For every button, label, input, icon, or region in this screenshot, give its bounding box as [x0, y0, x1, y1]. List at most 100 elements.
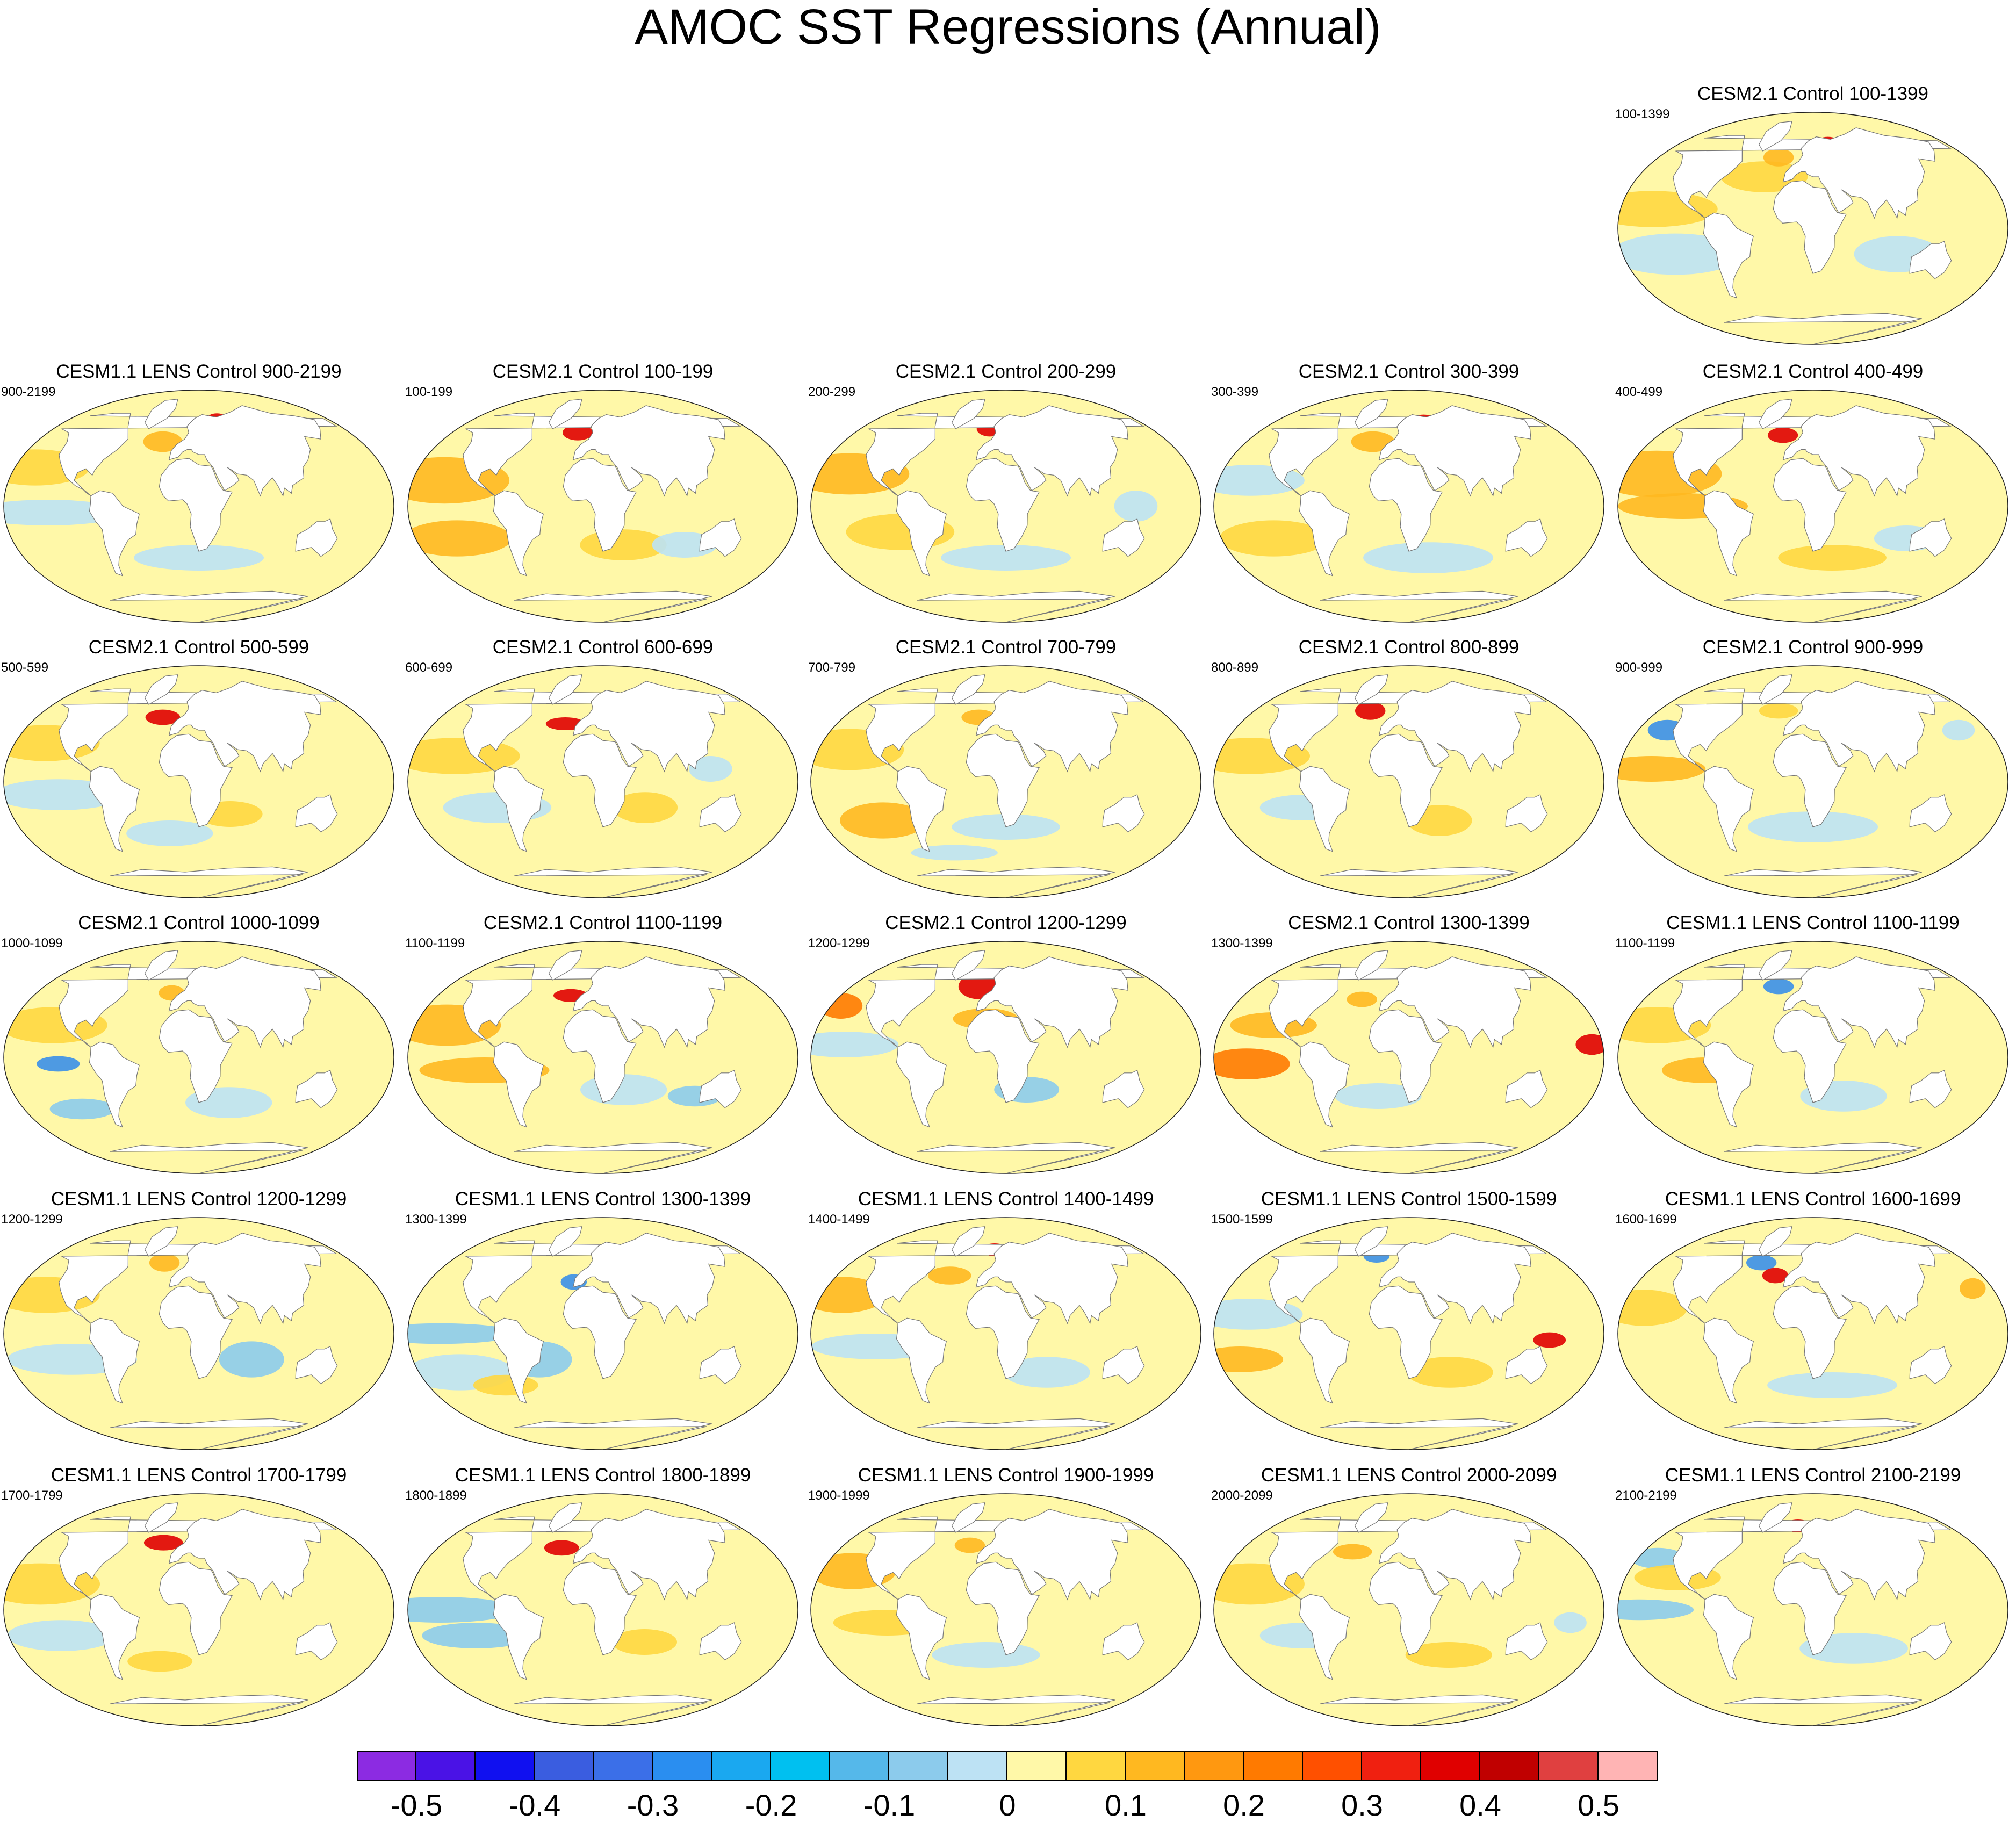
land-australia [295, 1346, 338, 1385]
sst-anomaly-region [1214, 1048, 1290, 1079]
world-map [3, 941, 394, 1174]
land-europe-asia [1782, 405, 1935, 497]
sst-anomaly-region [911, 845, 998, 861]
land-greenland [951, 1502, 985, 1533]
land-antarctica [917, 1694, 1115, 1726]
colorbar-box [1362, 1751, 1421, 1781]
panel-period-label: 700-799 [808, 660, 856, 675]
map-panel: CESM1.1 LENS Control 1500-1599 1500-1599 [1210, 1189, 1608, 1457]
land-south-america [1703, 1594, 1754, 1680]
sst-anomaly-region [1759, 703, 1798, 719]
map-panel: CESM1.1 LENS Control 2100-2199 2100-2199 [1614, 1465, 2012, 1733]
sst-anomaly-region [811, 1032, 899, 1057]
map-outline [3, 1493, 394, 1726]
panel-period-label: 1500-1599 [1211, 1212, 1273, 1227]
land-europe-asia [168, 681, 321, 773]
sst-anomaly-region [1406, 1357, 1493, 1388]
colorbar-tick-label: 0.1 [1105, 1788, 1147, 1822]
land-south-america [1703, 1317, 1754, 1404]
land-europe-asia [168, 405, 321, 497]
sst-anomaly-region [149, 1254, 180, 1272]
land-greenland [1354, 674, 1388, 705]
land-australia [1505, 794, 1548, 833]
sst-anomaly-region [932, 1642, 1040, 1668]
land-antarctica [1320, 866, 1518, 898]
panel-title: CESM2.1 Control 500-599 [88, 637, 309, 658]
world-map [810, 1493, 1201, 1726]
map-outline [810, 665, 1201, 898]
sst-anomaly-region [127, 1651, 193, 1672]
panel-title: CESM1.1 LENS Control 1800-1899 [455, 1465, 751, 1486]
map-panel: CESM2.1 Control 1000-1099 1000-1099 [0, 912, 398, 1181]
land-south-america [1299, 1317, 1350, 1404]
colorbar-tick-label: -0.3 [627, 1788, 679, 1822]
colorbar-box [357, 1751, 416, 1781]
sst-anomaly-region [563, 424, 593, 441]
land-greenland [144, 1502, 178, 1533]
map-panel: CESM1.1 LENS Control 1800-1899 1800-1899 [404, 1465, 802, 1733]
land-greenland [1354, 1226, 1388, 1257]
land-antarctica [514, 590, 712, 622]
land-south-america [493, 1317, 544, 1404]
panel-period-label: 100-1399 [1615, 107, 1670, 121]
colorbar-tick-label: -0.1 [863, 1788, 916, 1822]
land-south-america [493, 766, 544, 852]
land-australia [1505, 1346, 1548, 1385]
sst-anomaly-region [1405, 1642, 1492, 1668]
map-panel: CESM1.1 LENS Control 1600-1699 1600-1699 [1614, 1189, 2012, 1457]
land-greenland [548, 1502, 582, 1533]
panel-period-label: 500-599 [1, 660, 49, 675]
land-europe-asia [1782, 956, 1935, 1048]
panel-title: CESM1.1 LENS Control 1300-1399 [455, 1189, 751, 1209]
land-europe-asia [572, 1233, 725, 1324]
sst-anomaly-region [819, 993, 863, 1019]
map-panel: CESM2.1 Control 500-599 500-599 [0, 637, 398, 905]
land-australia [1909, 1070, 1952, 1108]
map-outline [407, 1493, 798, 1726]
sst-anomaly-region [1355, 702, 1386, 720]
sst-anomaly-region [1746, 1255, 1777, 1271]
panel-title: CESM1.1 LENS Control 1100-1199 [1666, 912, 1960, 933]
land-australia [699, 1346, 742, 1385]
land-europe-asia [168, 956, 321, 1048]
land-south-america [1703, 490, 1754, 577]
land-south-america [896, 766, 947, 852]
panel-title: CESM2.1 Control 100-1399 [1697, 83, 1928, 104]
map-panel: CESM2.1 Control 100-199 100-199 [404, 361, 802, 630]
land-africa [1773, 1285, 1847, 1379]
sst-anomaly-region [473, 1374, 538, 1396]
land-africa [1369, 458, 1443, 552]
land-greenland [1758, 121, 1792, 152]
sst-anomaly-region [1778, 545, 1887, 571]
map-panel: CESM2.1 Control 700-799 700-799 [807, 637, 1205, 905]
land-south-america [493, 490, 544, 577]
sst-anomaly-region [941, 545, 1071, 571]
sst-anomaly-region [145, 709, 181, 725]
colorbar-box [653, 1751, 712, 1781]
land-australia [1102, 1622, 1145, 1661]
land-australia [1102, 518, 1145, 557]
sst-anomaly-region [1618, 233, 1741, 275]
land-australia [699, 518, 742, 557]
land-antarctica [917, 590, 1115, 622]
land-antarctica [514, 1142, 712, 1173]
world-map [407, 1217, 798, 1450]
land-south-america [896, 1594, 947, 1680]
panel-period-label: 2100-2199 [1615, 1488, 1677, 1503]
map-panel: CESM1.1 LENS Control 1300-1399 1300-1399 [404, 1189, 802, 1457]
panel-period-label: 1900-1999 [808, 1488, 870, 1503]
panel-title: CESM2.1 Control 1200-1299 [885, 912, 1127, 933]
panel-period-label: 1300-1399 [405, 1212, 467, 1227]
land-africa [966, 1561, 1040, 1655]
land-africa [159, 1561, 233, 1655]
land-africa [1773, 180, 1847, 274]
land-south-america [896, 1041, 947, 1128]
map-outline [407, 941, 798, 1174]
colorbar-box [476, 1751, 535, 1781]
colorbar-box [830, 1751, 889, 1781]
land-australia [699, 794, 742, 833]
sst-anomaly-region [1618, 756, 1706, 782]
land-antarctica [1320, 1418, 1518, 1450]
land-africa [1369, 1561, 1443, 1655]
land-antarctica [1320, 590, 1518, 622]
